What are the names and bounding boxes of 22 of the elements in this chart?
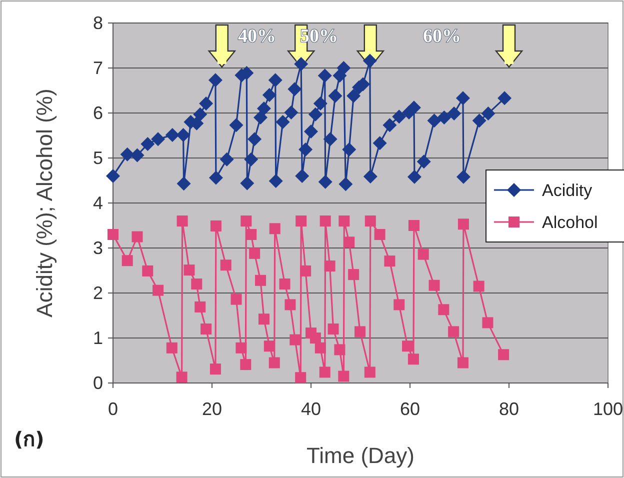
x-axis-title: Time (Day): [306, 443, 414, 468]
x-tick-label: 0: [108, 399, 118, 419]
y-tick-label: 3: [92, 238, 103, 258]
legend-label: Alcohol: [542, 213, 598, 232]
y-axis-title: Acidity (%); Alcohol (%): [32, 88, 57, 318]
x-tick-label: 100: [592, 399, 624, 419]
y-tick-label: 7: [92, 58, 103, 78]
y-tick-label: 4: [92, 193, 103, 213]
x-tick-label: 60: [400, 399, 420, 419]
annotation: 60%: [423, 26, 461, 47]
y-tick-label: 2: [92, 283, 103, 303]
annotation: 40%: [238, 26, 276, 47]
y-tick-label: 1: [92, 328, 103, 348]
x-tick-label: 40: [300, 399, 322, 419]
y-tick-label: 8: [92, 13, 103, 33]
x-tick-label: 80: [498, 399, 520, 419]
y-tick-label: 5: [92, 148, 103, 168]
legend-label: Acidity: [542, 181, 593, 200]
x-tick-label: 20: [202, 399, 222, 419]
y-tick-label: 0: [92, 373, 103, 393]
y-tick-label: 6: [92, 103, 103, 123]
text: (ก): [14, 427, 44, 451]
